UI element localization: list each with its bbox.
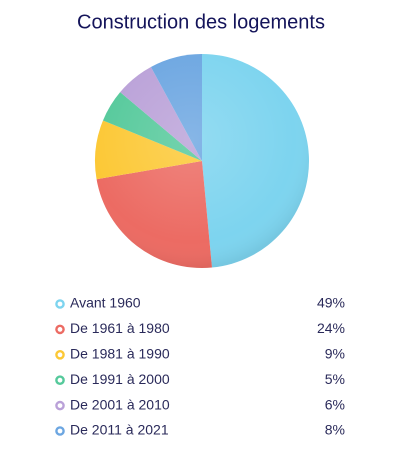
legend-label: De 2011 à 2021	[70, 422, 169, 438]
value-label: 6%	[325, 396, 345, 412]
pie-slice	[96, 161, 212, 268]
value-label: 9%	[325, 346, 345, 362]
pie	[95, 54, 309, 268]
legend-label: De 1981 à 1990	[70, 346, 170, 362]
legend-marker	[55, 426, 65, 436]
legend-marker	[55, 375, 65, 386]
pie-slice	[202, 54, 309, 268]
legend-label: De 2001 à 2010	[70, 396, 170, 412]
chart-title: Construction des logements	[77, 11, 325, 33]
legend-label: De 1961 à 1980	[70, 320, 170, 336]
legend-marker	[55, 349, 65, 360]
legend-marker	[55, 299, 65, 309]
legend-marker	[55, 324, 65, 335]
value-label: 49%	[317, 295, 345, 311]
legend: Avant 1960 49% De 1961 à 1980 24% De 1981 à …	[55, 295, 345, 438]
legend-label: De 1991 à 2000	[70, 371, 170, 387]
value-label: 8%	[325, 422, 345, 438]
value-label: 24%	[317, 320, 345, 336]
value-label: 5%	[325, 371, 345, 387]
legend-marker	[55, 400, 65, 411]
legend-label: Avant 1960	[70, 295, 141, 311]
